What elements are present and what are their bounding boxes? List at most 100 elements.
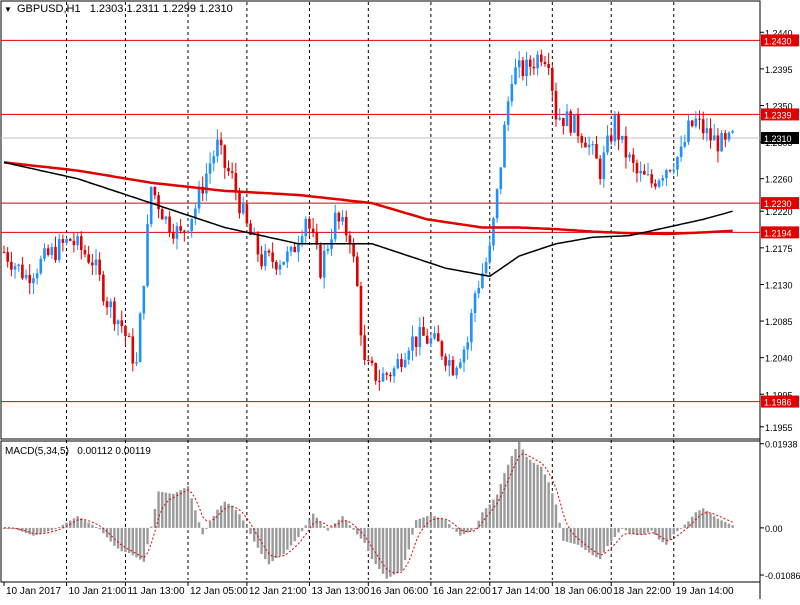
macd-bar [164,492,168,528]
x-tick-label: 19 Jan 14:00 [676,586,734,597]
macd-bar [418,518,422,528]
candle-body [83,249,87,255]
candle-body [179,226,182,231]
macd-bar [72,518,76,528]
macd-bar [54,527,57,530]
macd-bar [437,517,440,528]
macd-bar [138,527,142,560]
macd-bar [462,527,466,535]
macd-bar [705,510,709,528]
candle-body [190,218,193,231]
candle-body [606,135,609,153]
macd-bar [330,526,333,528]
macd-bar [676,527,679,532]
candle-body [381,373,385,382]
macd-bar [422,517,425,528]
candle-body [698,118,701,120]
macd-bar [223,501,226,528]
candle-body [54,247,57,261]
candle-body [528,59,532,67]
candle-body [551,67,554,91]
macd-bar [536,464,539,528]
level-price-tag [761,197,799,210]
candle-body [727,132,731,140]
candle-body [422,327,425,336]
x-tick-label: 13 Jan 13:00 [311,586,369,597]
macd-bar [289,527,293,546]
macd-bar [175,492,179,528]
candle-body [668,170,672,172]
macd-bar [488,504,491,528]
candle-body [183,230,186,232]
level-price-tag [761,226,799,239]
macd-bar [540,466,543,528]
candle-body [378,380,381,382]
candle-body [68,238,72,241]
macd-bar [304,525,307,528]
candle-body [50,247,54,255]
candle-body [43,248,46,259]
candle-body [554,90,558,120]
candle-body [286,251,289,262]
candle-body [646,174,650,176]
macd-bar [554,504,558,528]
macd-bar [573,527,576,544]
candle-body [46,248,50,255]
macd-bar [632,527,635,535]
macd-bar [172,493,175,528]
y-tick-label: 1.2350 [765,101,793,111]
macd-bar [440,518,444,528]
x-tick-label: 10 Jan 2017 [6,586,61,597]
macd-bar [80,518,83,528]
x-tick-label: 11 Jan 13:00 [127,586,185,597]
macd-bar [282,527,285,554]
candle-body [470,313,473,343]
macd-bar [672,527,675,535]
candle-body [98,259,101,275]
macd-bar [105,527,109,538]
macd-bar [569,527,572,543]
candle-body [197,186,201,209]
macd-bar [492,499,495,528]
candle-body [116,320,120,325]
candle-body [657,180,661,187]
candle-body [72,240,76,246]
candle-body [451,359,455,376]
macd-bar [161,492,164,528]
candle-body [289,246,293,252]
candle-body [267,250,271,253]
macd-bar [650,527,653,531]
macd-bar [58,527,61,529]
macd-bar [562,527,565,541]
macd-bar [131,527,134,556]
macd-bar [219,505,223,528]
candle-body [171,232,175,239]
macd-bar [345,520,348,528]
macd-y-tick-label: -0.01086 [765,571,800,581]
macd-bar [385,527,388,579]
macd-bar [643,527,646,535]
candle-body [131,336,135,364]
macd-bar [39,527,42,534]
candle-body [28,274,32,284]
dropdown-triangle-icon[interactable]: ▼ [4,5,12,14]
macd-bar [495,494,499,528]
candle-body [326,248,330,251]
candle-body [477,287,481,294]
candle-body [598,158,602,179]
candle-body [315,232,319,245]
candle-body [683,142,687,147]
macd-signal-line [4,453,733,574]
candle-body [565,111,569,127]
macd-bar [238,514,241,528]
macd-bar [260,527,263,554]
macd-bar [444,520,447,528]
candle-body [260,254,263,267]
candle-body [602,152,606,179]
macd-bar [606,527,609,547]
candle-body [322,250,326,278]
macd-bar [157,491,160,528]
chart-header: ▼ GBPUSD,H1 1.2303 1.2311 1.2299 1.2310 [4,3,233,15]
candle-body [672,169,676,171]
y-tick-label: 1.1995 [765,390,793,400]
